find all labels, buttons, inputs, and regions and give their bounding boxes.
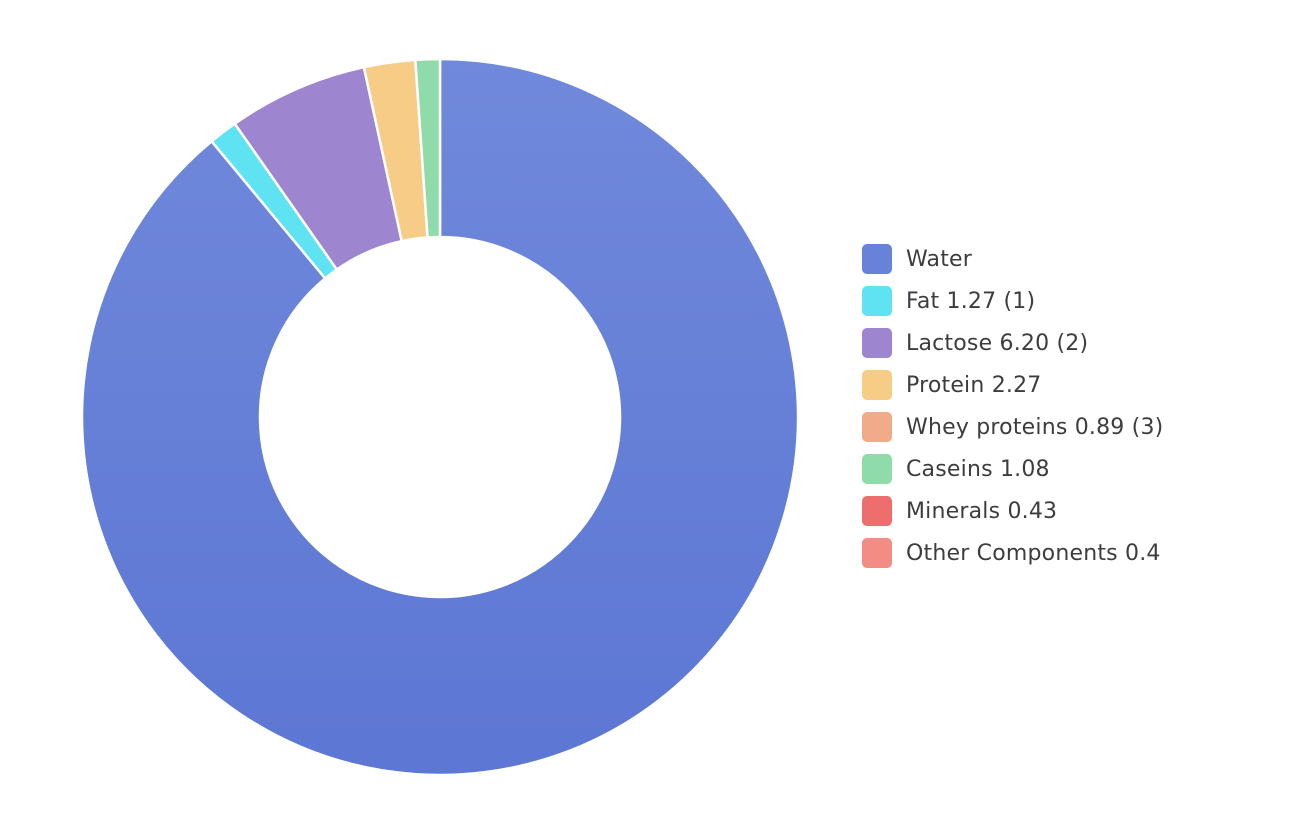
legend-label: Fat 1.27 (1) — [906, 288, 1036, 314]
legend-swatch — [862, 286, 892, 316]
legend-label: Whey proteins 0.89 (3) — [906, 414, 1164, 440]
slice-water — [80, 57, 800, 777]
legend-swatch — [862, 412, 892, 442]
legend-item-whey-proteins: Whey proteins 0.89 (3) — [862, 406, 1163, 448]
slice-caseins — [414, 57, 442, 239]
legend-swatch — [862, 538, 892, 568]
legend-item-protein: Protein 2.27 — [862, 364, 1163, 406]
legend-item-minerals: Minerals 0.43 — [862, 490, 1163, 532]
legend-swatch — [862, 370, 892, 400]
legend-item-caseins: Caseins 1.08 — [862, 448, 1163, 490]
legend-label: Water — [906, 246, 973, 272]
legend-item-fat: Fat 1.27 (1) — [862, 280, 1163, 322]
legend-label: Caseins 1.08 — [906, 456, 1050, 482]
legend-swatch — [862, 454, 892, 484]
legend-label: Other Components 0.4 — [906, 540, 1161, 566]
legend-item-water: Water — [862, 238, 1163, 280]
legend-swatch — [862, 328, 892, 358]
chart-legend: Water Fat 1.27 (1) Lactose 6.20 (2) Protein… — [862, 238, 1163, 574]
legend-label: Protein 2.27 — [906, 372, 1042, 398]
legend-swatch — [862, 496, 892, 526]
legend-label: Minerals 0.43 — [906, 498, 1058, 524]
legend-item-other-components: Other Components 0.4 — [862, 532, 1163, 574]
legend-label: Lactose 6.20 (2) — [906, 330, 1089, 356]
donut-slices — [80, 57, 800, 777]
legend-item-lactose: Lactose 6.20 (2) — [862, 322, 1163, 364]
legend-swatch — [862, 244, 892, 274]
